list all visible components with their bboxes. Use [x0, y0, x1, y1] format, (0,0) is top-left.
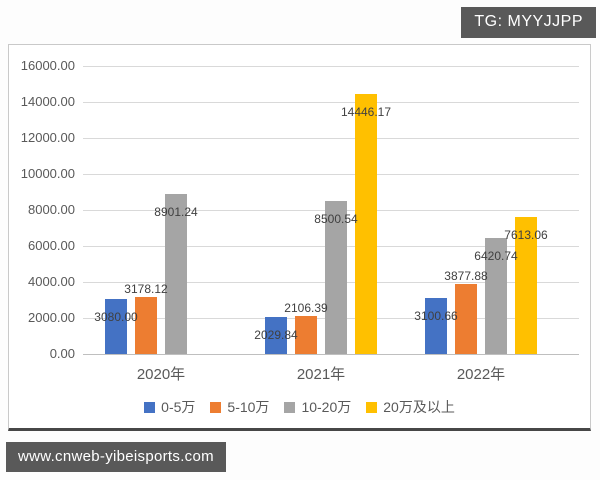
legend-item-20万及以上: 20万及以上: [366, 397, 455, 417]
bar-5-10万-2020年: [135, 296, 157, 354]
bar-10-20万-2020年: [165, 193, 187, 354]
legend-label: 20万及以上: [383, 399, 455, 415]
bar-10-20万-2022年: [485, 238, 507, 354]
legend-label: 5-10万: [227, 399, 270, 415]
y-tick-label: 6000.00: [28, 238, 75, 253]
bar-value-label: 14446.17: [340, 104, 392, 119]
y-tick-label: 0.00: [49, 346, 75, 361]
bar-10-20万-2021年: [325, 200, 347, 354]
y-tick-label: 12000.00: [20, 130, 75, 145]
gridline: [83, 102, 579, 103]
y-tick-label: 16000.00: [20, 58, 75, 73]
y-tick-label: 4000.00: [28, 274, 75, 289]
legend-swatch-icon: [210, 401, 222, 413]
bar-value-label: 6420.74: [474, 249, 518, 264]
gridline: [83, 174, 579, 175]
bar-0-5万-2022年: [425, 298, 447, 354]
bar-value-label: 3100.66: [414, 309, 458, 324]
legend-label: 10-20万: [301, 399, 352, 415]
legend-swatch-icon: [144, 401, 156, 413]
chart-panel: 0.00 2000.00 4000.00 6000.00 8000.00 10000.00…: [8, 44, 591, 431]
bar-value-label: 2106.39: [284, 301, 328, 316]
bar-value-label: 2029.84: [254, 328, 298, 343]
bar-20万及以上-2022年: [515, 216, 537, 354]
bar-value-label: 3080.00: [94, 309, 138, 324]
y-tick-label: 2000.00: [28, 310, 75, 325]
x-category-label: 2022年: [456, 366, 506, 383]
x-axis-line: [83, 354, 579, 355]
x-category-label: 2021年: [296, 366, 346, 383]
legend-item-0-5万: 0-5万: [144, 397, 195, 417]
y-tick-label: 10000.00: [20, 166, 75, 181]
gridline: [83, 138, 579, 139]
website-watermark-badge: www.cnweb-yibeisports.com: [6, 442, 226, 472]
bar-5-10万-2021年: [295, 316, 317, 354]
bar-value-label: 8500.54: [314, 211, 358, 226]
y-tick-label: 8000.00: [28, 202, 75, 217]
bar-20万及以上-2021年: [355, 93, 377, 354]
bar-0-5万-2020年: [105, 298, 127, 354]
legend-item-10-20万: 10-20万: [284, 397, 351, 417]
gridline: [83, 66, 579, 67]
legend-label: 0-5万: [161, 399, 196, 415]
bar-value-label: 3178.12: [124, 281, 168, 296]
legend-swatch-icon: [284, 401, 296, 413]
bar-value-label: 3877.88: [444, 269, 488, 284]
tg-watermark-badge: TG: MYYJJPP: [461, 7, 596, 38]
legend-item-5-10万: 5-10万: [210, 397, 269, 417]
legend-swatch-icon: [366, 401, 378, 413]
bar-value-label: 8901.24: [154, 204, 198, 219]
bar-value-label: 7613.06: [504, 227, 548, 242]
legend: 0-5万 5-10万 10-20万 20万及以上: [9, 397, 590, 417]
x-category-label: 2020年: [136, 366, 186, 383]
bar-5-10万-2022年: [455, 284, 477, 354]
y-tick-label: 14000.00: [20, 94, 75, 109]
bar-0-5万-2021年: [265, 317, 287, 354]
